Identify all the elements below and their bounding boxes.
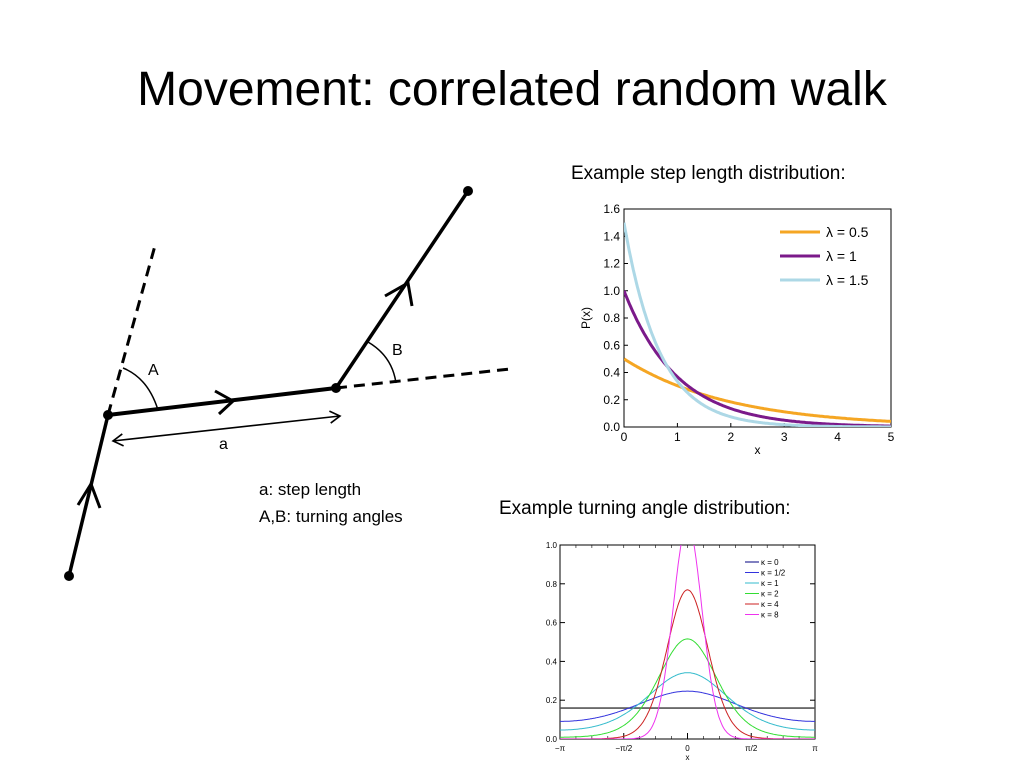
y-tick-label: 0.8 bbox=[546, 580, 558, 589]
walk-step-1 bbox=[67, 414, 110, 577]
step-length-arrow bbox=[111, 410, 342, 447]
y-tick-label: 0.0 bbox=[603, 420, 620, 434]
legend-label-5: κ = 4 bbox=[761, 600, 779, 609]
turning-angle-chart: −π −π/2 0 π/2 π 0.0 0.2 0.4 0.6 0.8 1.0 x κ = 0 κ = 1… bbox=[546, 541, 818, 762]
x-tick-label: 4 bbox=[834, 430, 841, 444]
y-tick-label: 0.4 bbox=[603, 366, 620, 380]
x-tick-label: 3 bbox=[781, 430, 788, 444]
walk-node-2 bbox=[331, 383, 341, 393]
x-axis-label: x bbox=[686, 753, 690, 762]
y-tick-label: 0.6 bbox=[546, 619, 558, 628]
y-tick-label: 0.4 bbox=[546, 657, 558, 666]
x-tick-label: 0 bbox=[621, 430, 628, 444]
plot-frame bbox=[623, 208, 892, 428]
series-line-3 bbox=[624, 222, 891, 427]
slide-title: Movement: correlated random walk bbox=[137, 63, 887, 116]
legend-label-1: λ = 0.5 bbox=[826, 224, 869, 240]
plot-frame bbox=[559, 544, 816, 740]
walk-step-3 bbox=[334, 190, 470, 389]
legend-label-6: κ = 8 bbox=[761, 611, 779, 620]
y-tick-label: 1.6 bbox=[603, 202, 620, 216]
angle-label-b: B bbox=[392, 342, 403, 359]
y-tick-label: 1.0 bbox=[603, 284, 620, 298]
walk-node-1 bbox=[103, 410, 113, 420]
dashed-extension-2 bbox=[335, 367, 511, 390]
legend-label-2: κ = 1/2 bbox=[761, 569, 786, 578]
y-axis-label: P(x) bbox=[579, 307, 593, 329]
x-tick-label: −π/2 bbox=[615, 744, 632, 753]
step-length-label: a bbox=[219, 436, 228, 453]
legend-step-length: a: step length bbox=[259, 480, 362, 499]
series-line-2 bbox=[560, 690, 815, 722]
walk-node-start bbox=[64, 571, 74, 581]
y-tick-label: 1.0 bbox=[546, 541, 558, 550]
x-tick-label: 1 bbox=[674, 430, 681, 444]
legend-label-3: κ = 1 bbox=[761, 579, 779, 588]
legend-label-2: λ = 1 bbox=[826, 248, 857, 264]
y-tick-label: 0.2 bbox=[546, 696, 558, 705]
y-tick-label: 0.0 bbox=[546, 735, 558, 744]
dashed-extension-1 bbox=[106, 241, 158, 416]
series-line-3 bbox=[560, 672, 815, 731]
random-walk-diagram: A B a bbox=[64, 186, 511, 581]
legend-label-3: λ = 1.5 bbox=[826, 272, 869, 288]
legend-turning-angles: A,B: turning angles bbox=[259, 507, 403, 526]
x-tick-label: π bbox=[812, 744, 818, 753]
legend-label-4: κ = 2 bbox=[761, 590, 779, 599]
direction-chevron-1 bbox=[76, 480, 102, 509]
y-tick-label: 0.6 bbox=[603, 338, 620, 352]
walk-node-end bbox=[463, 186, 473, 196]
x-axis-label: x bbox=[755, 443, 761, 457]
direction-chevron-2 bbox=[214, 389, 236, 416]
y-tick-label: 0.8 bbox=[603, 311, 620, 325]
series-line-4 bbox=[560, 638, 815, 738]
angle-arc-b bbox=[367, 341, 397, 384]
step-length-chart: 0 1 2 3 4 5 0.0 0.2 0.4 0.6 0.8 1.0 1.2 1.4 1.6 x P(x) λ … bbox=[579, 202, 895, 457]
x-tick-label: 5 bbox=[888, 430, 895, 444]
series-line-1 bbox=[624, 357, 891, 423]
turning-angle-caption: Example turning angle distribution: bbox=[499, 498, 791, 519]
x-tick-label: −π bbox=[555, 744, 566, 753]
angle-arc-a bbox=[122, 367, 159, 411]
x-tick-label: π/2 bbox=[745, 744, 758, 753]
direction-chevron-3 bbox=[384, 280, 414, 307]
y-tick-label: 0.2 bbox=[603, 393, 620, 407]
angle-label-a: A bbox=[148, 362, 159, 379]
step-length-caption: Example step length distribution: bbox=[571, 163, 846, 184]
y-tick-label: 1.4 bbox=[603, 229, 620, 243]
x-tick-label: 0 bbox=[685, 744, 690, 753]
legend-label-1: κ = 0 bbox=[761, 558, 779, 567]
x-tick-label: 2 bbox=[727, 430, 734, 444]
y-tick-label: 1.2 bbox=[603, 257, 620, 271]
